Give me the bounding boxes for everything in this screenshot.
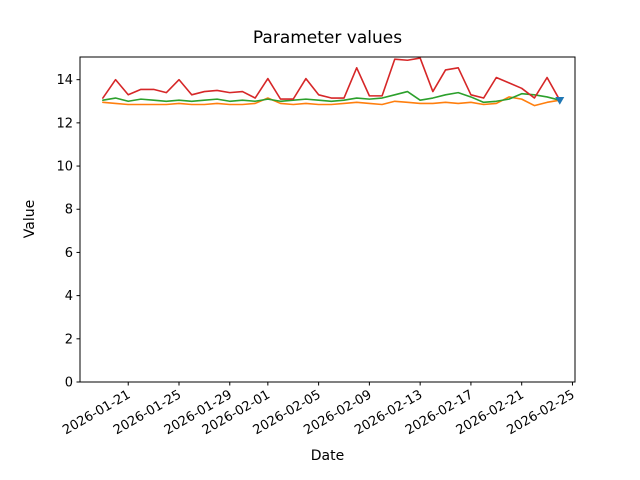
series-green-line bbox=[102, 90, 561, 104]
y-tick-label: 10 bbox=[56, 160, 73, 175]
y-tick-label: 2 bbox=[65, 332, 73, 347]
y-tick-label: 14 bbox=[56, 73, 73, 88]
series-blue-marker bbox=[555, 96, 565, 105]
series-orange-line bbox=[102, 96, 561, 107]
y-tick-label: 8 bbox=[65, 203, 73, 218]
y-tick-label: 0 bbox=[65, 376, 73, 391]
chart-title: Parameter values bbox=[252, 28, 403, 48]
y-tick-label: 4 bbox=[65, 289, 73, 304]
series-red-line bbox=[102, 57, 561, 101]
y-tick-label: 12 bbox=[56, 116, 73, 131]
axes-spines bbox=[79, 56, 576, 383]
y-axis-label: Value bbox=[22, 199, 38, 239]
x-axis-label: Date bbox=[310, 448, 345, 464]
y-tick-label: 6 bbox=[65, 246, 73, 261]
